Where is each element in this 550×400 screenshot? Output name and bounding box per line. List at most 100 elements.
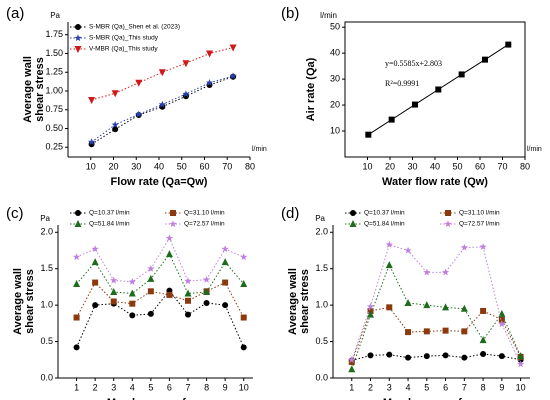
x-tick-label: 50 <box>452 161 462 171</box>
legend-marker <box>169 220 177 228</box>
marker <box>91 258 99 266</box>
x-tick-label: 20 <box>385 161 395 171</box>
x-tick-label: 60 <box>475 161 485 171</box>
series-line <box>351 244 522 365</box>
legend-label: Q=10.37 l/min <box>364 210 405 217</box>
legend-label: S-MBR (Qa)_This study <box>89 35 159 42</box>
marker <box>92 279 99 286</box>
x-tick-label: 3 <box>111 382 116 392</box>
y-tick-label: 40 <box>330 48 340 58</box>
plot-frame <box>344 21 526 158</box>
marker <box>480 350 487 357</box>
x-tick-label: 1 <box>74 382 79 392</box>
y-tick-label: 30 <box>330 73 340 83</box>
marker <box>240 280 248 288</box>
marker <box>240 253 248 261</box>
x-tick-label: 50 <box>177 161 187 171</box>
x-unit: l/min <box>252 146 267 153</box>
annotation: y=0.5585x+2.803 <box>385 59 442 68</box>
x-tick-label: 70 <box>222 161 232 171</box>
marker <box>348 365 356 373</box>
marker <box>423 353 430 360</box>
y-tick-label: 0.0 <box>40 372 53 382</box>
series-line <box>76 281 245 318</box>
series-line <box>76 289 245 348</box>
y-tick-label: 1.75 <box>45 29 63 39</box>
y-tick-label: 1.50 <box>45 48 63 58</box>
marker <box>111 120 119 128</box>
y-tick-label: 2.0 <box>40 227 53 237</box>
y-tick-label: 0.5 <box>315 336 328 346</box>
x-tick-label: 7 <box>185 382 190 392</box>
marker <box>165 250 173 258</box>
marker <box>240 314 247 321</box>
y-unit: l/min <box>320 11 337 20</box>
marker <box>135 79 143 87</box>
legend-marker <box>349 220 357 227</box>
marker <box>73 314 80 321</box>
marker <box>147 274 155 282</box>
marker <box>203 288 211 296</box>
marker <box>461 328 468 335</box>
marker <box>184 277 192 285</box>
legend-label: Q=10.37 l/min <box>89 210 130 217</box>
marker <box>385 261 393 269</box>
series-line <box>76 237 244 283</box>
x-tick-label: 8 <box>481 382 486 392</box>
marker <box>182 90 190 98</box>
y-axis-title: Average wall <box>12 268 24 335</box>
marker <box>423 328 430 335</box>
marker <box>92 302 99 309</box>
annotation: R²=0.9991 <box>385 79 419 88</box>
x-tick-label: 5 <box>148 382 153 392</box>
series-line <box>351 263 522 370</box>
marker <box>87 138 96 146</box>
marker <box>182 60 190 68</box>
y-tick-label: 1.5 <box>315 263 328 273</box>
legend-marker <box>74 34 82 42</box>
x-tick-label: 4 <box>406 382 411 392</box>
marker <box>147 288 154 295</box>
marker <box>185 297 191 304</box>
y-tick-label: 1.25 <box>45 67 63 77</box>
x-tick-label: 80 <box>520 161 530 171</box>
marker <box>441 268 450 276</box>
y-tick-label: 0.0 <box>315 372 328 382</box>
x-tick-label: 60 <box>199 161 209 171</box>
legend-label: Q=72.57 l/min <box>459 221 500 228</box>
marker <box>411 101 418 108</box>
marker <box>185 311 191 318</box>
x-tick-label: 9 <box>223 382 228 392</box>
legend-marker <box>170 210 176 216</box>
legend-marker <box>75 210 81 216</box>
panel-label: (d) <box>281 205 299 222</box>
panel-label: (a) <box>6 5 24 22</box>
marker <box>158 69 166 77</box>
x-tick-label: 6 <box>167 382 172 392</box>
marker <box>128 278 136 285</box>
panel-label: (b) <box>281 5 299 22</box>
legend-marker <box>444 220 452 228</box>
marker <box>498 320 506 328</box>
marker <box>366 302 375 310</box>
y-tick-label: 10 <box>330 125 340 135</box>
y-tick-label: 0.50 <box>45 123 63 133</box>
y-tick-label: 1.0 <box>315 300 328 310</box>
marker <box>435 86 442 93</box>
y-tick-label: 50 <box>330 22 340 32</box>
marker <box>517 352 525 360</box>
marker <box>158 100 166 108</box>
marker <box>498 316 505 323</box>
y-tick-label: 1.00 <box>45 85 63 95</box>
legend-label: Q=51.84 l/min <box>89 221 130 228</box>
y-axis-title: shear stress <box>24 269 36 334</box>
y-unit: Pa <box>40 214 50 223</box>
legend-label: Q=51.84 l/min <box>364 221 405 228</box>
marker <box>481 56 488 63</box>
marker <box>460 243 468 251</box>
marker <box>517 360 525 368</box>
y-axis-title: shear stress <box>34 57 46 122</box>
y-tick-label: 0.75 <box>45 104 63 114</box>
marker <box>112 126 119 133</box>
